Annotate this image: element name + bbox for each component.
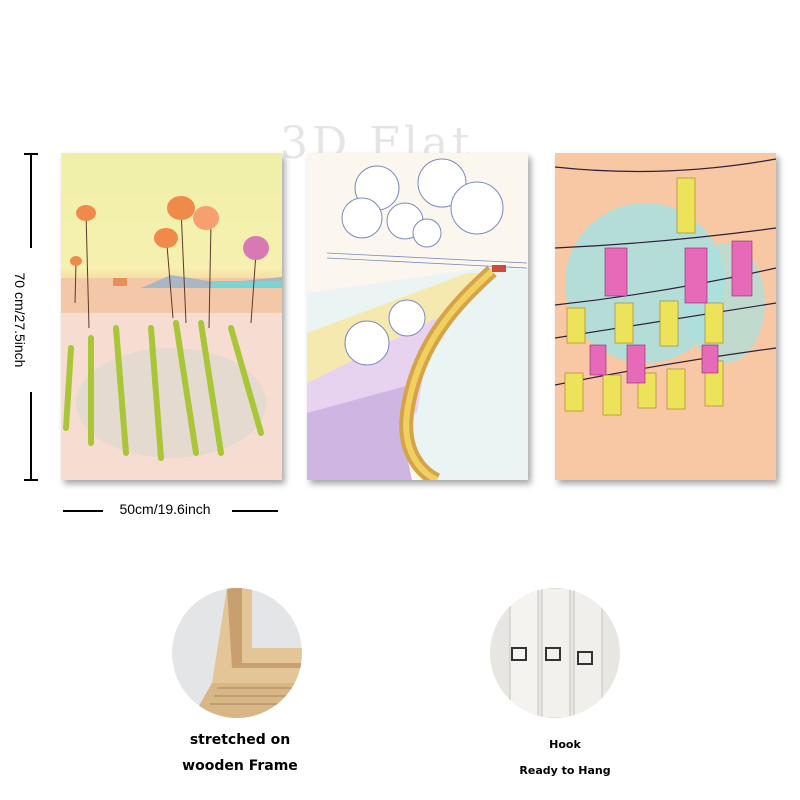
height-dimension-label: 70 cm/27.5inch	[12, 272, 28, 368]
width-dimension-line-left	[63, 510, 103, 512]
height-dimension-line-bottom	[30, 392, 32, 480]
height-tick-top	[24, 153, 38, 155]
canvas-panel-flowers	[61, 153, 282, 480]
width-dimension-label: 50cm/19.6inch	[119, 501, 211, 517]
frame-caption-line1: stretched on	[189, 732, 291, 748]
width-dimension-line-right	[232, 510, 278, 512]
hook-caption-title: Hook	[549, 738, 581, 751]
hook-caption-subtitle: Ready to Hang	[519, 764, 611, 777]
canvas-panel-lanterns	[555, 153, 776, 480]
wooden-frame-image	[172, 588, 302, 718]
height-dimension-line-top	[30, 153, 32, 248]
height-tick-bottom	[24, 479, 38, 481]
frame-caption-line2: wooden Frame	[182, 758, 298, 774]
canvas-panel-hibiscus	[307, 153, 528, 480]
hook-image	[490, 588, 620, 718]
